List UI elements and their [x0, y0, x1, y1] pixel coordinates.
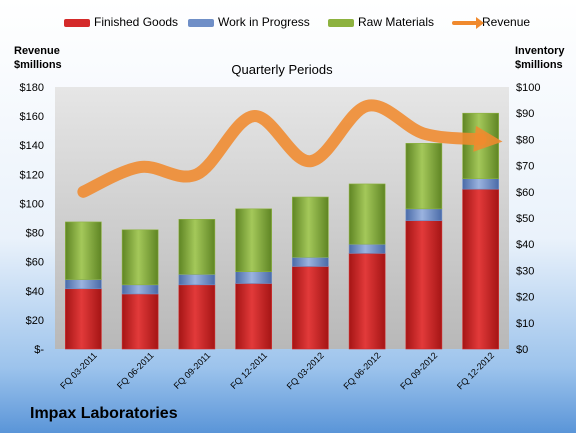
legend-item-finished-goods: Finished Goods — [64, 15, 178, 29]
bar-raw-materials-5 — [348, 183, 386, 245]
right-tick-label: $40 — [516, 239, 534, 251]
right-tick-label: $70 — [516, 161, 534, 173]
legend-swatch-work-in-progress — [188, 18, 214, 27]
legend-label-revenue: Revenue — [482, 15, 531, 29]
revenue-arrowhead — [473, 125, 503, 152]
category-label: FQ 12-2011 — [228, 350, 269, 391]
bar-finished-goods-4 — [292, 266, 329, 350]
left-tick-label: $160 — [20, 111, 44, 123]
bar-raw-materials-2 — [178, 219, 216, 275]
company-name: Impax Laboratories — [30, 405, 178, 422]
bar-work-in-progress-7 — [462, 178, 499, 190]
legend-item-work-in-progress: Work in Progress — [188, 15, 310, 29]
left-tick-label: $- — [34, 344, 44, 356]
left-tick-label: $120 — [20, 169, 44, 181]
left-tick-label: $80 — [26, 228, 44, 240]
chart-subtitle: Quarterly Periods — [231, 62, 333, 77]
revenue-line — [77, 99, 487, 198]
bar-raw-materials-3 — [235, 208, 272, 273]
left-axis-title-line-1: Revenue — [14, 45, 60, 57]
bar-work-in-progress-0 — [65, 279, 102, 290]
bar-work-in-progress-6 — [405, 208, 443, 221]
left-axis-title: Revenue $millions — [14, 44, 62, 72]
left-tick-label: $40 — [26, 286, 44, 298]
right-tick-label: $30 — [516, 265, 534, 277]
right-axis-title: Inventory $millions — [515, 44, 565, 72]
bar-raw-materials-6 — [405, 143, 443, 210]
category-label: FQ 06-2012 — [342, 350, 383, 391]
legend: Finished Goods Work in Progress Raw Mate… — [0, 15, 576, 31]
bar-raw-materials-1 — [121, 229, 159, 286]
right-tick-label: $100 — [516, 82, 540, 94]
bar-finished-goods-0 — [65, 288, 102, 350]
bar-finished-goods-3 — [235, 283, 272, 350]
legend-label-raw-materials: Raw Materials — [358, 15, 435, 29]
category-label: FQ 12-2012 — [455, 350, 496, 391]
legend-label-work-in-progress: Work in Progress — [218, 15, 310, 29]
right-tick-label: $80 — [516, 134, 534, 146]
bar-finished-goods-7 — [462, 188, 499, 350]
legend-swatch-finished-goods — [64, 18, 90, 27]
right-tick-label: $20 — [516, 292, 534, 304]
category-label: FQ 03-2011 — [58, 350, 99, 391]
left-tick-label: $180 — [20, 82, 44, 94]
legend-item-revenue: Revenue — [452, 15, 530, 29]
left-axis-title-line-2: $millions — [14, 59, 62, 71]
bar-raw-materials-4 — [292, 196, 329, 258]
bar-work-in-progress-4 — [292, 256, 329, 267]
category-label: FQ 03-2012 — [285, 350, 326, 391]
bar-finished-goods-6 — [405, 220, 443, 350]
right-axis-title-line-1: Inventory — [515, 45, 565, 57]
category-label: FQ 09-2011 — [172, 350, 213, 391]
right-axis-title-line-2: $millions — [515, 59, 563, 71]
legend-swatch-revenue — [452, 16, 484, 29]
bar-work-in-progress-2 — [178, 274, 216, 286]
bar-finished-goods-5 — [348, 253, 386, 350]
left-tick-label: $20 — [26, 315, 44, 327]
bar-work-in-progress-3 — [235, 271, 272, 284]
bar-finished-goods-2 — [178, 284, 216, 350]
left-tick-label: $100 — [20, 198, 44, 210]
category-label: FQ 06-2011 — [115, 350, 156, 391]
bar-work-in-progress-1 — [121, 284, 159, 295]
bar-raw-materials-0 — [65, 221, 102, 280]
legend-item-raw-materials: Raw Materials — [328, 15, 434, 29]
left-tick-label: $140 — [20, 140, 44, 152]
right-tick-label: $50 — [516, 213, 534, 225]
right-tick-label: $60 — [516, 187, 534, 199]
bar-work-in-progress-5 — [348, 243, 386, 254]
left-tick-label: $60 — [26, 257, 44, 269]
legend-swatch-raw-materials — [328, 18, 354, 27]
legend-label-finished-goods: Finished Goods — [94, 15, 179, 29]
bar-finished-goods-1 — [121, 293, 159, 350]
right-tick-label: $90 — [516, 108, 534, 120]
right-tick-label: $0 — [516, 344, 528, 356]
right-tick-label: $10 — [516, 318, 534, 330]
category-label: FQ 09-2012 — [398, 350, 439, 391]
